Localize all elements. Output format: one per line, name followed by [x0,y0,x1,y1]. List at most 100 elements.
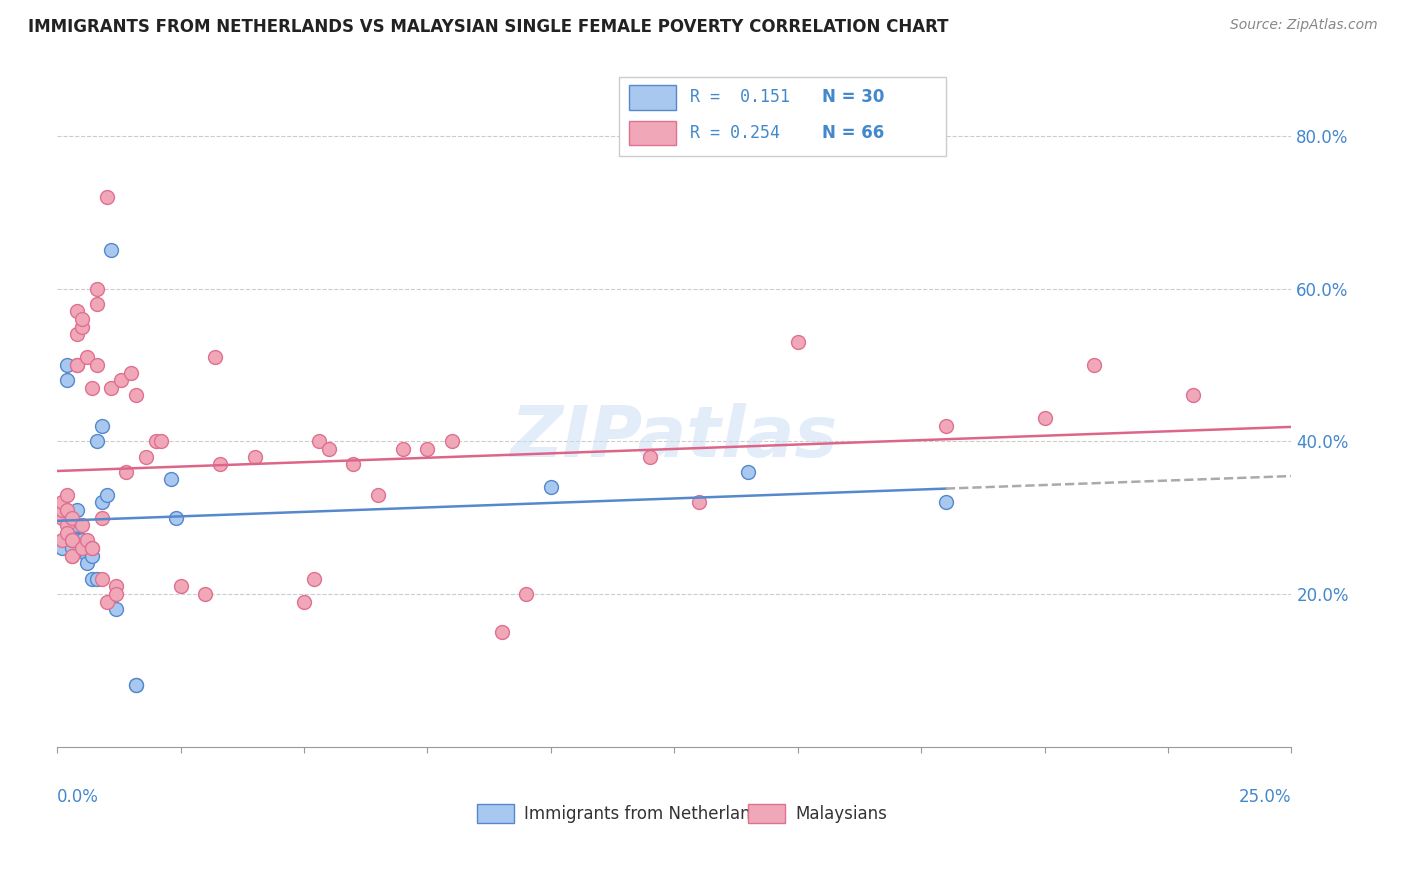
Point [70,312,93,326]
Point [66,358,89,372]
Text: 25.0%: 25.0% [1239,788,1292,805]
Point [56,358,79,372]
Point [80,381,103,395]
Point [96,488,118,502]
Point [66,533,89,548]
Point [292,594,315,608]
Point [66,503,89,517]
Point [540,480,562,494]
Point [125,388,148,402]
Point [416,442,439,456]
Text: R = 0.254: R = 0.254 [690,124,780,142]
Point [70,533,93,548]
Point [76,549,98,563]
Point [60,533,83,548]
Text: IMMIGRANTS FROM NETHERLANDS VS MALAYSIAN SINGLE FEMALE POVERTY CORRELATION CHART: IMMIGRANTS FROM NETHERLANDS VS MALAYSIAN… [28,18,949,36]
Point [56,525,79,540]
Point [90,495,112,509]
Text: Malaysians: Malaysians [796,805,887,823]
Point [86,358,108,372]
Point [1181,388,1204,402]
Point [56,503,79,517]
Point [80,572,103,586]
Point [51,503,73,517]
Point [302,572,325,586]
Point [80,549,103,563]
Point [66,358,89,372]
Point [90,572,112,586]
Point [56,518,79,533]
FancyBboxPatch shape [628,85,675,110]
Point [120,366,142,380]
FancyBboxPatch shape [748,805,786,823]
FancyBboxPatch shape [619,77,946,156]
Point [60,525,83,540]
Point [367,488,389,502]
Text: ZIPatlas: ZIPatlas [510,403,838,472]
Point [51,510,73,524]
Point [86,297,108,311]
Point [1033,411,1056,425]
Point [688,495,710,509]
Point [60,549,83,563]
Point [96,594,118,608]
Point [70,319,93,334]
Point [391,442,413,456]
Point [145,434,167,449]
Point [56,488,79,502]
Point [110,373,132,387]
Point [76,533,98,548]
Point [935,419,957,434]
Point [70,541,93,555]
Point [86,572,108,586]
Point [149,434,172,449]
Point [342,457,364,471]
Point [66,304,89,318]
Point [60,533,83,548]
Point [86,282,108,296]
Point [135,450,157,464]
Point [125,678,148,692]
Text: Source: ZipAtlas.com: Source: ZipAtlas.com [1230,18,1378,32]
Text: R =  0.151: R = 0.151 [690,88,790,106]
Point [308,434,330,449]
Point [51,495,73,509]
Point [100,244,122,258]
Point [1083,358,1105,372]
Point [935,495,957,509]
Point [159,472,181,486]
Point [70,541,93,555]
Text: 0.0%: 0.0% [58,788,98,805]
Point [515,587,537,601]
Point [90,510,112,524]
Point [105,579,128,593]
Point [491,625,513,640]
Point [100,381,122,395]
Point [51,533,73,548]
Point [66,518,89,533]
FancyBboxPatch shape [628,120,675,145]
Point [169,579,191,593]
Point [125,678,148,692]
Point [60,510,83,524]
Point [209,457,232,471]
Text: N = 66: N = 66 [823,124,884,142]
Text: Immigrants from Netherlands: Immigrants from Netherlands [524,805,769,823]
FancyBboxPatch shape [477,805,513,823]
Point [60,549,83,563]
Text: N = 30: N = 30 [823,88,884,106]
Point [105,587,128,601]
Point [737,465,759,479]
Point [76,351,98,365]
Point [318,442,340,456]
Point [70,541,93,555]
Point [51,541,73,555]
Point [60,541,83,555]
Point [96,190,118,204]
Point [204,351,226,365]
Point [56,373,79,387]
Point [441,434,464,449]
Point [76,557,98,571]
Point [86,434,108,449]
Point [638,450,661,464]
